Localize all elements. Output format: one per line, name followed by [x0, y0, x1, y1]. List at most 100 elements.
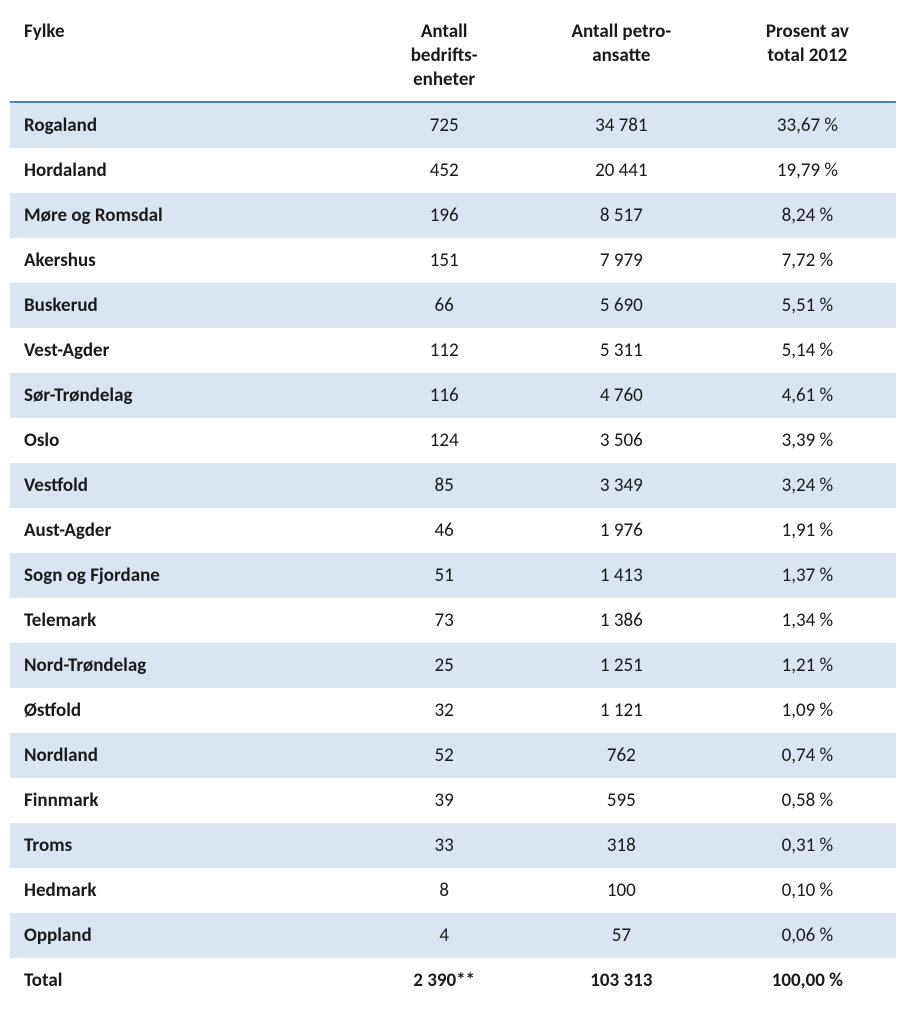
table-row: Oppland4570,06 %: [10, 913, 896, 958]
cell-bedrift: 73: [364, 598, 523, 643]
cell-prosent: 3,39 %: [719, 418, 896, 463]
cell-bedrift: 51: [364, 553, 523, 598]
table-row: Møre og Romsdal1968 5178,24 %: [10, 193, 896, 238]
table-row: Østfold321 1211,09 %: [10, 688, 896, 733]
cell-bedrift: 32: [364, 688, 523, 733]
cell-bedrift: 196: [364, 193, 523, 238]
cell-petro: 3 349: [524, 463, 719, 508]
cell-prosent: 19,79 %: [719, 148, 896, 193]
cell-prosent: 1,91 %: [719, 508, 896, 553]
cell-prosent: 0,31 %: [719, 823, 896, 868]
cell-bedrift: 124: [364, 418, 523, 463]
cell-petro: 1 413: [524, 553, 719, 598]
cell-fylke: Akershus: [10, 238, 364, 283]
table-row: Telemark731 3861,34 %: [10, 598, 896, 643]
cell-fylke: Aust-Agder: [10, 508, 364, 553]
cell-bedrift: 8: [364, 868, 523, 913]
cell-fylke: Oslo: [10, 418, 364, 463]
header-text: total 2012: [767, 44, 847, 67]
cell-petro: 4 760: [524, 373, 719, 418]
header-text: Antall petro-: [571, 20, 671, 43]
cell-prosent: 8,24 %: [719, 193, 896, 238]
cell-prosent: 1,09 %: [719, 688, 896, 733]
table-row: Sør-Trøndelag1164 7604,61 %: [10, 373, 896, 418]
cell-prosent: 33,67 %: [719, 102, 896, 148]
cell-bedrift: 25: [364, 643, 523, 688]
cell-petro: 5 311: [524, 328, 719, 373]
cell-prosent: 3,24 %: [719, 463, 896, 508]
cell-bedrift: 116: [364, 373, 523, 418]
cell-petro: 1 976: [524, 508, 719, 553]
cell-fylke: Finnmark: [10, 778, 364, 823]
cell-fylke: Buskerud: [10, 283, 364, 328]
header-text: Prosent av: [766, 20, 849, 43]
table-row: Buskerud665 6905,51 %: [10, 283, 896, 328]
table-row: Akershus1517 9797,72 %: [10, 238, 896, 283]
cell-fylke: Nord-Trøndelag: [10, 643, 364, 688]
cell-fylke: Østfold: [10, 688, 364, 733]
table-row: Rogaland72534 78133,67 %: [10, 102, 896, 148]
cell-petro: 100: [524, 868, 719, 913]
table-row: Vestfold853 3493,24 %: [10, 463, 896, 508]
table-row: Hordaland45220 44119,79 %: [10, 148, 896, 193]
cell-fylke: Rogaland: [10, 102, 364, 148]
cell-petro: 103 313: [524, 958, 719, 1003]
cell-bedrift: 725: [364, 102, 523, 148]
cell-petro: 7 979: [524, 238, 719, 283]
cell-bedrift: 112: [364, 328, 523, 373]
cell-bedrift: 39: [364, 778, 523, 823]
cell-petro: 8 517: [524, 193, 719, 238]
cell-fylke: Vest-Agder: [10, 328, 364, 373]
table-header-row: Fylke Antall bedrifts- enheter Antall pe…: [10, 10, 896, 102]
cell-petro: 595: [524, 778, 719, 823]
cell-petro: 1 386: [524, 598, 719, 643]
table-row: Troms333180,31 %: [10, 823, 896, 868]
table-row: Nord-Trøndelag251 2511,21 %: [10, 643, 896, 688]
cell-bedrift: 85: [364, 463, 523, 508]
col-header-petro: Antall petro- ansatte: [524, 10, 719, 102]
cell-fylke: Hedmark: [10, 868, 364, 913]
cell-petro: 3 506: [524, 418, 719, 463]
cell-bedrift: 52: [364, 733, 523, 778]
cell-petro: 5 690: [524, 283, 719, 328]
table-row: Aust-Agder461 9761,91 %: [10, 508, 896, 553]
cell-bedrift: 66: [364, 283, 523, 328]
table-row: Vest-Agder1125 3115,14 %: [10, 328, 896, 373]
cell-bedrift: 2 390**: [364, 958, 523, 1003]
cell-petro: 1 121: [524, 688, 719, 733]
table-row: Finnmark395950,58 %: [10, 778, 896, 823]
cell-fylke: Hordaland: [10, 148, 364, 193]
header-text: ansatte: [592, 44, 650, 67]
cell-petro: 318: [524, 823, 719, 868]
cell-prosent: 1,21 %: [719, 643, 896, 688]
cell-petro: 57: [524, 913, 719, 958]
cell-fylke: Oppland: [10, 913, 364, 958]
cell-fylke: Telemark: [10, 598, 364, 643]
cell-prosent: 7,72 %: [719, 238, 896, 283]
cell-prosent: 0,10 %: [719, 868, 896, 913]
cell-petro: 1 251: [524, 643, 719, 688]
cell-fylke: Troms: [10, 823, 364, 868]
col-header-fylke: Fylke: [10, 10, 364, 102]
cell-prosent: 1,37 %: [719, 553, 896, 598]
cell-fylke: Vestfold: [10, 463, 364, 508]
cell-prosent: 5,14 %: [719, 328, 896, 373]
table-row: Nordland527620,74 %: [10, 733, 896, 778]
cell-bedrift: 33: [364, 823, 523, 868]
table-total-row: Total2 390**103 313100,00 %: [10, 958, 896, 1003]
col-header-prosent: Prosent av total 2012: [719, 10, 896, 102]
cell-prosent: 0,58 %: [719, 778, 896, 823]
cell-fylke: Sør-Trøndelag: [10, 373, 364, 418]
cell-bedrift: 4: [364, 913, 523, 958]
cell-petro: 20 441: [524, 148, 719, 193]
table-row: Sogn og Fjordane511 4131,37 %: [10, 553, 896, 598]
header-text: enheter: [413, 68, 475, 91]
cell-petro: 762: [524, 733, 719, 778]
cell-petro: 34 781: [524, 102, 719, 148]
cell-bedrift: 46: [364, 508, 523, 553]
header-text: Fylke: [24, 20, 65, 43]
cell-prosent: 5,51 %: [719, 283, 896, 328]
cell-prosent: 1,34 %: [719, 598, 896, 643]
cell-bedrift: 452: [364, 148, 523, 193]
cell-fylke: Møre og Romsdal: [10, 193, 364, 238]
